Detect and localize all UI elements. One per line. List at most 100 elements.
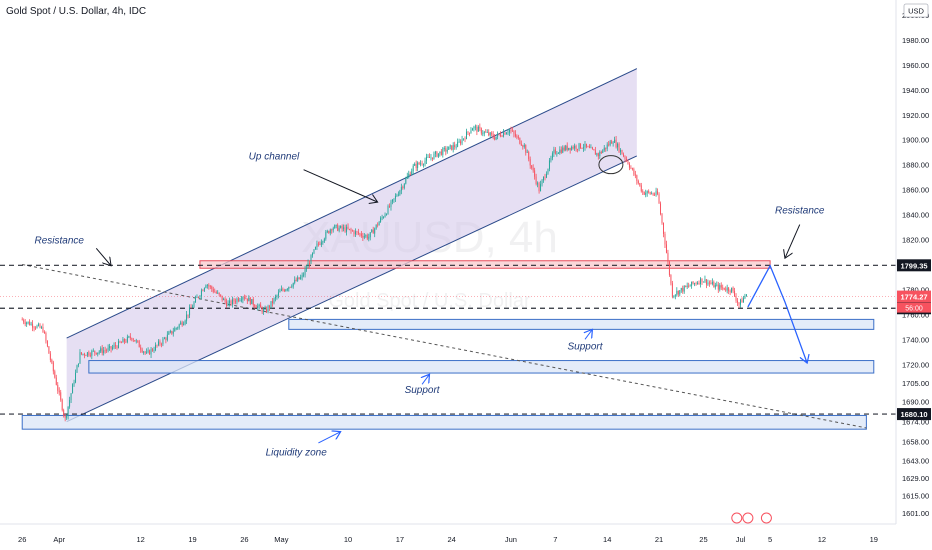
candle-body	[682, 288, 684, 292]
candle-body	[152, 349, 154, 351]
x-tick-label-16: 12	[818, 535, 826, 544]
countdown-label: 56:00	[905, 306, 923, 313]
candle-body	[168, 332, 170, 335]
candle-body	[344, 227, 346, 232]
candle-body	[434, 151, 436, 154]
candle-body	[346, 226, 348, 232]
channel-break-circle	[598, 155, 624, 175]
candle-body	[280, 289, 282, 291]
price-tag-label-1: 1774.27	[900, 293, 927, 302]
candle-body	[334, 225, 336, 229]
candle-body	[402, 187, 404, 188]
candle-body	[526, 152, 528, 153]
candle-body	[23, 320, 25, 323]
candle-body	[298, 277, 300, 280]
up-channel-fill	[66, 68, 637, 422]
candle-body	[103, 350, 105, 353]
support-1-pointer	[585, 329, 592, 340]
candle-body	[343, 227, 345, 229]
x-tick-label-14: Jul	[736, 535, 746, 544]
candle-body	[371, 229, 373, 233]
candle-body	[643, 191, 645, 195]
candle-body	[159, 341, 161, 345]
candle-body	[309, 263, 311, 265]
candle-body	[155, 345, 156, 351]
candle-body	[543, 176, 545, 181]
candle-body	[258, 304, 260, 307]
candle-body	[427, 156, 429, 158]
candle-body	[35, 327, 37, 329]
candle-body	[528, 152, 530, 160]
candle-body	[190, 307, 192, 309]
candle-body	[411, 171, 413, 176]
candle-body	[115, 345, 116, 347]
candle-body	[30, 323, 32, 326]
candle-body	[426, 156, 428, 161]
candle-body	[205, 285, 207, 288]
candle-body	[393, 198, 395, 200]
candle-body	[720, 285, 722, 288]
candle-body	[193, 302, 195, 307]
candle-body	[546, 173, 547, 178]
candle-body	[286, 289, 288, 290]
candle-body	[550, 158, 552, 161]
x-tick-label-17: 19	[870, 535, 878, 544]
candle-body	[301, 275, 303, 278]
candle-body	[522, 145, 524, 147]
candle-body	[80, 352, 82, 355]
candle-body	[354, 231, 356, 235]
candle-body	[658, 194, 660, 204]
candle-body	[639, 183, 641, 186]
candle-body	[710, 283, 712, 285]
candle-body	[109, 346, 111, 348]
candle-body	[473, 126, 475, 129]
candle-body	[596, 153, 598, 155]
candle-body	[394, 196, 396, 199]
candle-body	[331, 229, 333, 231]
candle-body	[516, 136, 518, 138]
candle-body	[548, 160, 550, 169]
candle-body	[189, 307, 191, 316]
candle-body	[27, 321, 29, 323]
candle-body	[351, 230, 353, 232]
candle-body	[452, 145, 454, 150]
candle-body	[82, 353, 84, 355]
candle-body	[645, 193, 647, 195]
candle-body	[83, 353, 85, 356]
candle-body	[178, 324, 180, 328]
candle-body	[608, 144, 610, 146]
candle-body	[240, 299, 242, 301]
candle-body	[86, 352, 88, 356]
candle-body	[397, 194, 399, 196]
y-tick-label: 1900.00	[902, 136, 929, 145]
candle-body	[341, 225, 343, 229]
candle-body	[88, 352, 90, 356]
candle-body	[634, 174, 636, 176]
candle-body	[97, 352, 99, 355]
candle-body	[153, 350, 155, 352]
candle-body	[628, 163, 630, 168]
candle-body	[609, 141, 611, 146]
candle-body	[206, 285, 208, 286]
candle-body	[337, 224, 339, 231]
watermark-name: Gold Spot / U.S. Dollar	[328, 290, 531, 312]
candle-body	[266, 308, 268, 312]
candle-body	[245, 298, 247, 300]
candle-body	[45, 332, 47, 341]
candle-body	[72, 384, 74, 394]
candle-body	[688, 285, 690, 287]
candle-body	[67, 406, 69, 416]
candle-body	[708, 282, 710, 284]
candle-body	[414, 163, 416, 166]
candle-body	[138, 341, 140, 348]
candle-body	[283, 290, 285, 292]
economic-event-icon	[760, 512, 772, 524]
candle-body	[430, 157, 432, 159]
candle-body	[740, 299, 741, 305]
candle-body	[295, 279, 297, 281]
candle-body	[38, 324, 39, 326]
candle-body	[347, 226, 349, 229]
candle-body	[226, 301, 228, 307]
candle-body	[365, 235, 367, 237]
